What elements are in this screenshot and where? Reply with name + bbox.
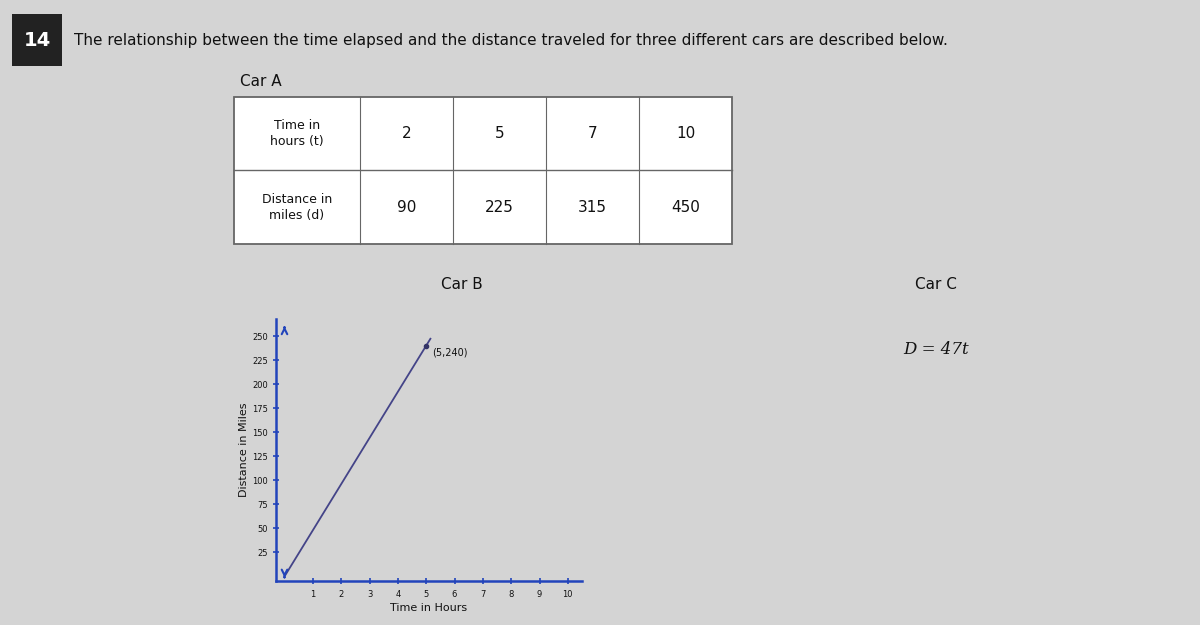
Text: Car B: Car B xyxy=(442,277,482,292)
Text: 7: 7 xyxy=(588,126,598,141)
Text: 90: 90 xyxy=(397,199,416,214)
Text: Time in
hours (t): Time in hours (t) xyxy=(270,119,324,148)
Text: Car A: Car A xyxy=(240,74,282,89)
FancyBboxPatch shape xyxy=(12,14,62,66)
Text: 14: 14 xyxy=(24,31,50,49)
FancyBboxPatch shape xyxy=(234,97,732,244)
Text: Car C: Car C xyxy=(916,277,956,292)
X-axis label: Time in Hours: Time in Hours xyxy=(390,602,468,612)
Text: D = 47t: D = 47t xyxy=(904,341,968,359)
Text: The relationship between the time elapsed and the distance traveled for three di: The relationship between the time elapse… xyxy=(74,32,948,48)
Text: (5,240): (5,240) xyxy=(432,348,467,358)
Text: 5: 5 xyxy=(494,126,504,141)
Text: 225: 225 xyxy=(485,199,514,214)
Text: 450: 450 xyxy=(671,199,700,214)
Text: 2: 2 xyxy=(402,126,412,141)
Y-axis label: Distance in Miles: Distance in Miles xyxy=(239,402,250,498)
Text: 10: 10 xyxy=(676,126,695,141)
Text: Distance in
miles (d): Distance in miles (d) xyxy=(262,192,332,221)
Text: 315: 315 xyxy=(578,199,607,214)
